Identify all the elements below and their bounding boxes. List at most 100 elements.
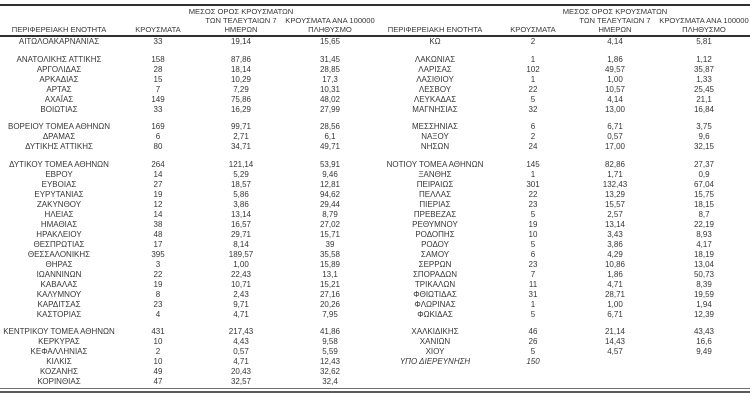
region-name-cell: ΥΠΟ ΔΙΕΡΕΥΝΗΣΗ <box>399 357 471 367</box>
cases-cell: 33 <box>153 37 163 47</box>
avg7-cell: 1,86 <box>607 269 623 279</box>
table-row: ΑΝΑΤΟΛΙΚΗΣ ΑΤΤΙΚΗΣ 158 87,86 31,45 ΛΑΚΩΝΙΑΣ 1… <box>0 55 750 65</box>
region-name-cell: ΒΟΙΩΤΙΑΣ <box>40 104 78 114</box>
cases-cell: 5 <box>530 309 536 319</box>
avg7-cell: 19,14 <box>230 37 252 47</box>
region-name-cell: ΗΜΑΘΙΑΣ <box>40 219 78 229</box>
table-row: ΚΑΛΥΜΝΟΥ 8 2,43 27,16 ΦΘΙΩΤΙΔΑΣ 31 28,71 19,59 <box>0 290 750 300</box>
avg7-cell: 14,43 <box>604 337 626 347</box>
avg7-cell: 13,00 <box>604 104 626 114</box>
cases-cell: 158 <box>151 54 165 64</box>
header-per100k-left: ΚΡΟΥΣΜΑΤΑ ΑΝΑ 100000 ΠΛΗΘΥΣΜΟ <box>284 6 376 38</box>
per100k-cell: 15,65 <box>319 37 341 47</box>
cases-cell: 28 <box>153 64 163 74</box>
region-name-cell: ΗΛΕΙΑΣ <box>44 209 74 219</box>
avg7-cell: 34,71 <box>230 142 252 152</box>
avg7-cell: 8,14 <box>233 239 249 249</box>
avg7-cell: 10,86 <box>604 259 626 269</box>
table-row: ΒΟΡΕΙΟΥ ΤΟΜΕΑ ΑΘΗΝΩΝ 169 99,71 28,56 ΜΕΣΣΗΝΙ… <box>0 122 750 132</box>
cases-cell: 49 <box>153 367 163 377</box>
separator-row <box>0 152 750 160</box>
avg7-cell: 5,86 <box>233 189 249 199</box>
avg7-cell: 15,57 <box>604 199 626 209</box>
avg7-cell: 1,00 <box>607 74 623 84</box>
region-name-cell: ΠΕΙΡΑΙΩΣ <box>416 179 454 189</box>
avg7-cell: 17,00 <box>604 142 626 152</box>
cases-cell: 5 <box>530 94 536 104</box>
per100k-cell: 48,02 <box>319 94 341 104</box>
table-row: ΚΟΡΙΝΘΙΑΣ 47 32,57 32,4 <box>0 377 750 387</box>
per100k-cell: 28,56 <box>319 122 341 132</box>
per100k-cell: 18,19 <box>693 249 715 259</box>
per100k-cell: 41,86 <box>319 327 341 337</box>
cases-cell: 1 <box>530 54 536 64</box>
region-name-cell: ΑΡΚΑΔΙΑΣ <box>39 74 79 84</box>
per100k-cell: 32,62 <box>319 367 341 377</box>
cases-cell: 3 <box>155 259 161 269</box>
region-name-cell: ΜΑΓΝΗΣΙΑΣ <box>412 104 458 114</box>
per100k-cell: 35,87 <box>693 64 715 74</box>
header-cases-right: ΚΡΟΥΣΜΑΤΑ <box>494 6 572 38</box>
per100k-cell: 29,44 <box>319 199 341 209</box>
per100k-cell: 13,04 <box>693 259 715 269</box>
cases-cell: 12 <box>153 199 163 209</box>
per100k-cell: 22,19 <box>693 219 715 229</box>
separator-cell <box>0 152 750 160</box>
per100k-cell: 8,39 <box>696 279 712 289</box>
avg7-cell <box>572 377 658 387</box>
cases-cell: 19 <box>153 189 163 199</box>
header-avg7-right-label: ΜΕΣΟΣ ΟΡΟΣ ΚΡΟΥΣΜΑΤΩΝ ΤΩΝ ΤΕΛΕΥΤΑΙΩΝ 7 Η… <box>562 7 668 34</box>
avg7-cell: 75,86 <box>230 94 252 104</box>
region-name-cell: ΚΕΡΚΥΡΑΣ <box>38 337 80 347</box>
header-avg7-left-label: ΜΕΣΟΣ ΟΡΟΣ ΚΡΟΥΣΜΑΤΩΝ ΤΩΝ ΤΕΛΕΥΤΑΙΩΝ 7 Η… <box>188 7 294 34</box>
region-name-cell: ΞΑΝΘΗΣ <box>418 169 452 179</box>
cases-cell: 4 <box>155 309 161 319</box>
separator-row <box>0 47 750 55</box>
header-cases-left: ΚΡΟΥΣΜΑΤΑ <box>118 6 198 38</box>
region-name-cell: ΧΙΟΥ <box>425 347 445 357</box>
region-name-cell: ΣΑΜΟΥ <box>420 249 450 259</box>
per100k-cell: 15,71 <box>319 229 341 239</box>
table-row: ΚΕΝΤΡΙΚΟΥ ΤΟΜΕΑ ΑΘΗΝΩΝ 431 217,43 41,86 ΧΑΛΚ… <box>0 327 750 337</box>
per100k-cell: 31,45 <box>319 54 341 64</box>
table-row: ΗΜΑΘΙΑΣ 38 16,57 27,02 ΡΕΘΥΜΝΟΥ 19 13,14 22,19 <box>0 220 750 230</box>
region-name-cell: ΠΙΕΡΙΑΣ <box>419 199 451 209</box>
avg7-cell: 4,14 <box>607 37 623 47</box>
separator-row <box>0 115 750 123</box>
region-name-cell: ΧΑΝΙΩΝ <box>419 337 451 347</box>
cases-cell: 10 <box>528 229 538 239</box>
region-name-cell: ΑΙΤΩΛΟΑΚΑΡΝΑΝΙΑΣ <box>18 37 100 47</box>
avg7-cell: 3,43 <box>607 229 623 239</box>
region-name-cell: ΑΡΓΟΛΙΔΑΣ <box>36 64 82 74</box>
cases-cell: 22 <box>528 84 538 94</box>
cases-cell: 2 <box>530 132 536 142</box>
avg7-cell: 189,57 <box>228 249 254 259</box>
avg7-cell: 121,14 <box>228 159 254 169</box>
avg7-cell: 0,57 <box>607 132 623 142</box>
region-name-cell: ΦΩΚΙΔΑΣ <box>417 309 453 319</box>
region-name-cell: ΝΟΤΙΟΥ ΤΟΜΕΑ ΑΘΗΝΩΝ <box>386 159 484 169</box>
region-name-cell: ΚΑΣΤΟΡΙΑΣ <box>36 309 82 319</box>
region-name-cell: ΡΕΘΥΜΝΟΥ <box>412 219 458 229</box>
table-row: ΑΡΚΑΔΙΑΣ 15 10,29 17,3 ΛΑΣΙΘΙΟΥ 1 1,00 1,33 <box>0 75 750 85</box>
per100k-cell: 9,46 <box>322 169 338 179</box>
avg7-cell: 4,29 <box>607 249 623 259</box>
per100k-cell: 1,94 <box>696 299 712 309</box>
avg7-cell: 2,57 <box>607 209 623 219</box>
bottom-double-rule <box>0 388 750 394</box>
avg7-cell: 3,86 <box>233 199 249 209</box>
cases-cell <box>494 367 572 377</box>
per100k-cell: 8,79 <box>322 209 338 219</box>
table-row: ΕΥΡΥΤΑΝΙΑΣ 19 5,86 94,62 ΠΕΛΛΑΣ 22 13,29 15,75 <box>0 190 750 200</box>
per100k-cell: 0,9 <box>698 169 710 179</box>
per100k-cell: 43,43 <box>693 327 715 337</box>
per100k-cell <box>658 377 750 387</box>
table-body: ΑΙΤΩΛΟΑΚΑΡΝΑΝΙΑΣ 33 19,14 15,65 ΚΩ 2 4,14 5,81 Α… <box>0 36 750 387</box>
per100k-cell: 18,15 <box>693 199 715 209</box>
avg7-cell: 9,71 <box>233 299 249 309</box>
per100k-cell: 9,6 <box>698 132 710 142</box>
region-name-cell: ΡΟΔΟΠΗΣ <box>415 229 455 239</box>
per100k-cell: 27,16 <box>319 289 341 299</box>
table-row: ΖΑΚΥΝΘΟΥ 12 3,86 29,44 ΠΙΕΡΙΑΣ 23 15,57 18,15 <box>0 200 750 210</box>
cases-cell: 11 <box>528 279 538 289</box>
